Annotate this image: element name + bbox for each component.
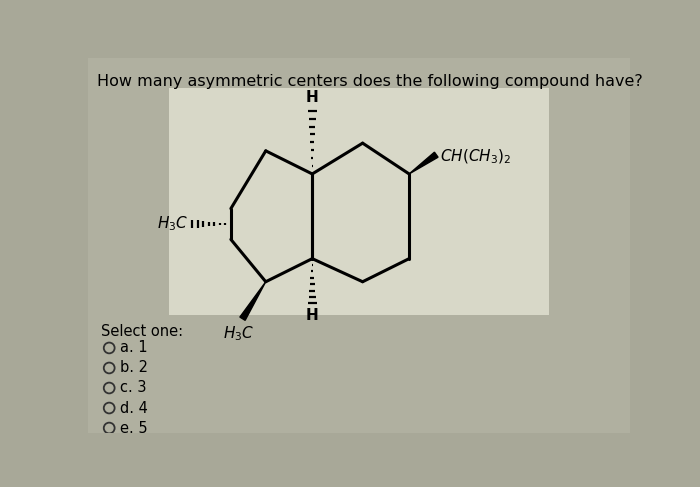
Text: H: H <box>306 308 318 323</box>
Polygon shape <box>240 282 266 320</box>
Text: $H_3C$: $H_3C$ <box>223 324 254 343</box>
Bar <box>169 88 549 315</box>
Text: d. 4: d. 4 <box>120 400 148 415</box>
Text: e. 5: e. 5 <box>120 421 148 435</box>
Text: How many asymmetric centers does the following compound have?: How many asymmetric centers does the fol… <box>97 74 643 89</box>
Text: c. 3: c. 3 <box>120 380 146 395</box>
Text: Select one:: Select one: <box>102 324 183 339</box>
Polygon shape <box>409 152 438 174</box>
Text: a. 1: a. 1 <box>120 340 148 356</box>
Text: H: H <box>306 90 318 105</box>
Text: $CH(CH_3)_2$: $CH(CH_3)_2$ <box>440 148 511 166</box>
Text: $H_3C$: $H_3C$ <box>157 215 188 233</box>
Text: b. 2: b. 2 <box>120 360 148 375</box>
